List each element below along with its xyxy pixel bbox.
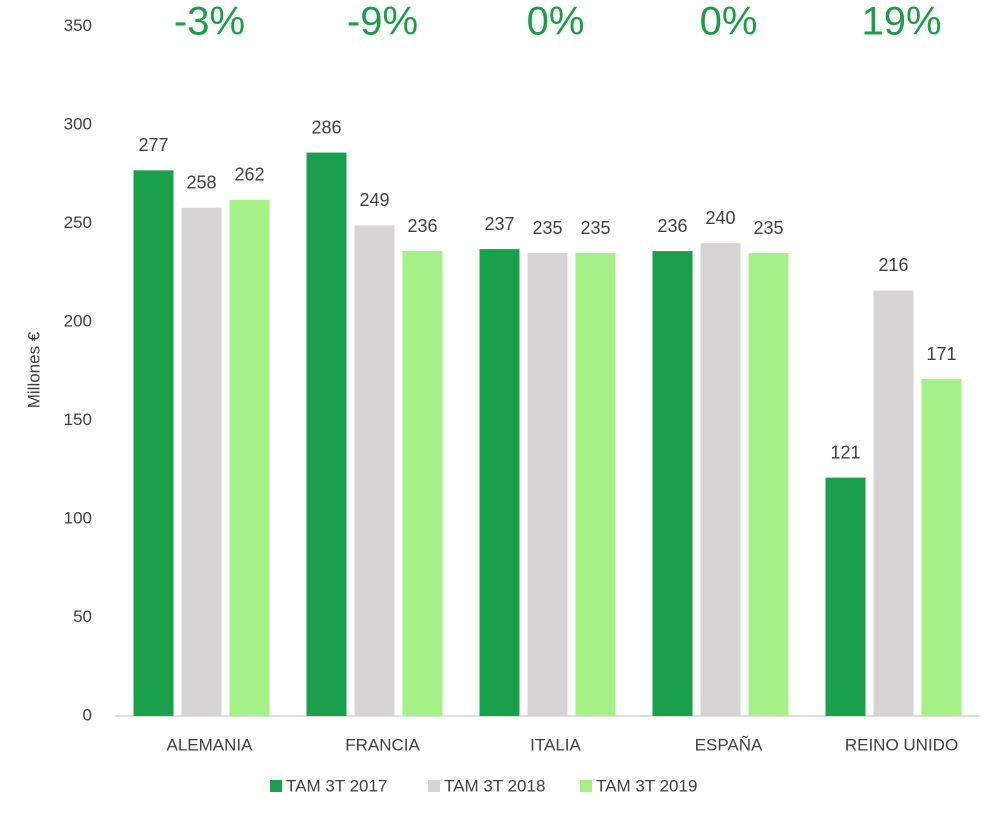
value-label: 171 [926, 344, 956, 364]
legend-swatch [580, 780, 592, 792]
y-tick-label: 350 [64, 16, 92, 35]
x-tick-label: REINO UNIDO [845, 735, 958, 754]
bar [354, 225, 395, 716]
bar [873, 290, 914, 716]
annotation: -9% [347, 0, 418, 44]
bar [825, 477, 866, 716]
legend-swatch [428, 780, 440, 792]
annotation: 0% [700, 0, 758, 44]
value-label: 277 [138, 135, 168, 155]
annotation: -3% [174, 0, 245, 44]
y-axis-label: Millones € [24, 331, 43, 408]
value-label: 216 [878, 255, 908, 275]
x-tick-label: ALEMANIA [167, 735, 254, 754]
bar [921, 379, 962, 716]
value-label: 236 [407, 216, 437, 236]
y-tick-label: 300 [64, 114, 92, 133]
value-label: 235 [753, 218, 783, 238]
bar [700, 243, 741, 716]
bar [527, 253, 568, 717]
value-label: 249 [359, 190, 389, 210]
y-tick-label: 150 [64, 410, 92, 429]
bar [748, 253, 789, 717]
y-tick-label: 0 [83, 705, 92, 724]
bar [181, 207, 222, 717]
bar [479, 249, 520, 717]
y-tick-label: 100 [64, 508, 92, 527]
bar [229, 199, 270, 717]
annotation: 19% [861, 0, 941, 44]
legend-label: TAM 3T 2017 [286, 776, 387, 795]
bar [133, 170, 174, 716]
bar [652, 251, 693, 716]
legend-label: TAM 3T 2018 [444, 776, 545, 795]
legend-label: TAM 3T 2019 [596, 776, 697, 795]
value-label: 235 [532, 218, 562, 238]
x-tick-label: ITALIA [530, 735, 581, 754]
value-label: 286 [311, 117, 341, 137]
x-tick-label: ESPAÑA [695, 735, 763, 754]
value-label: 258 [186, 172, 216, 192]
y-tick-label: 50 [73, 607, 92, 626]
bar [306, 152, 347, 716]
value-label: 236 [657, 216, 687, 236]
legend-swatch [270, 780, 282, 792]
annotation: 0% [527, 0, 585, 44]
value-label: 262 [234, 165, 264, 185]
value-label: 235 [580, 218, 610, 238]
value-label: 121 [830, 442, 860, 462]
bar [575, 253, 616, 717]
bar [402, 251, 443, 716]
y-tick-label: 200 [64, 311, 92, 330]
value-label: 240 [705, 208, 735, 228]
x-tick-label: FRANCIA [345, 735, 420, 754]
y-tick-label: 250 [64, 213, 92, 232]
value-label: 237 [484, 214, 514, 234]
